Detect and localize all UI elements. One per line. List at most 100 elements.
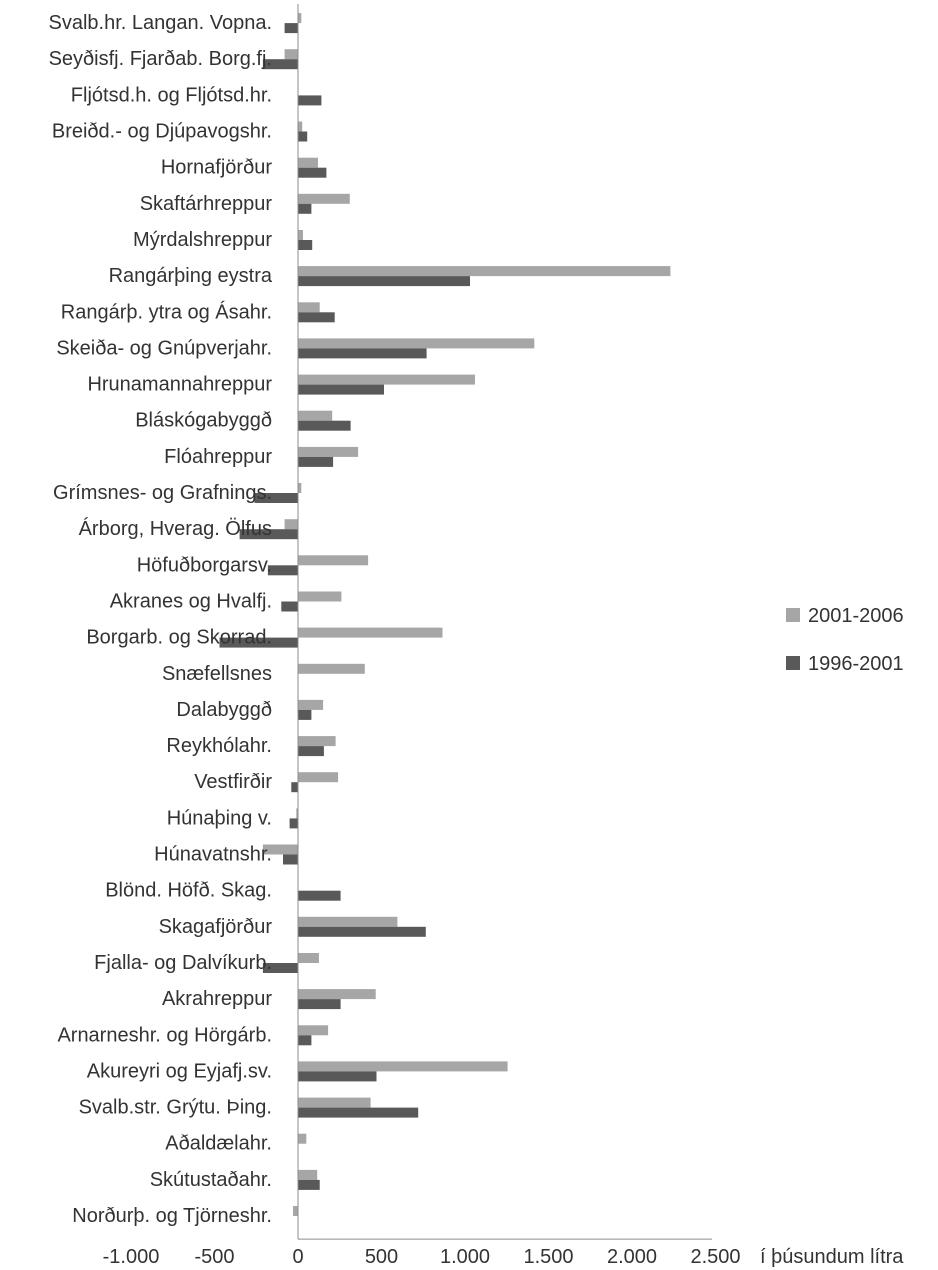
bar-1996-2001-1: [262, 59, 298, 70]
bar-1996-2001-29: [298, 1071, 377, 1082]
bar-2001-2006-10: [298, 374, 475, 385]
category-label: Akrahreppur: [162, 988, 272, 1010]
bar-2001-2006-31: [298, 1133, 307, 1144]
bar-1996-2001-3: [298, 131, 308, 142]
category-label: Borgarb. og Skorrad.: [86, 627, 272, 649]
bar-2001-2006-12: [298, 446, 359, 457]
x-tick-label: 2.500: [690, 1246, 740, 1268]
bar-2001-2006-33: [293, 1206, 298, 1216]
category-label: Flóahreppur: [164, 446, 272, 468]
category-label: Seyðisfj. Fjarðab. Borg.fj.: [49, 48, 272, 70]
category-label: Skagafjörður: [159, 916, 273, 938]
bar-1996-2001-27: [298, 999, 341, 1010]
category-label: Fljótsd.h. og Fljótsd.hr.: [71, 84, 272, 106]
bar-2001-2006-9: [298, 338, 535, 349]
bar-1996-2001-21: [291, 782, 298, 793]
category-label: Svalb.hr. Langan. Vopna.: [48, 12, 272, 34]
category-label: Dalabyggð: [176, 699, 272, 721]
bar-2001-2006-32: [298, 1169, 318, 1180]
x-tick-label: 1.000: [440, 1246, 490, 1268]
bar-2001-2006-27: [298, 989, 376, 1000]
category-label: Aðaldælahr.: [165, 1133, 272, 1155]
x-tick-label: 500: [365, 1246, 398, 1268]
bar-1996-2001-9: [298, 348, 427, 359]
category-label: Blönd. Höfð. Skag.: [105, 880, 272, 902]
category-label: Norðurþ. og Tjörneshr.: [72, 1205, 272, 1227]
category-label: Skútustaðahr.: [150, 1169, 272, 1191]
bar-1996-2001-13: [254, 493, 298, 503]
legend-swatch-1996-2001: [786, 656, 800, 670]
bar-2001-2006-28: [298, 1025, 329, 1036]
category-label: Hrunamannahreppur: [87, 374, 272, 396]
bar-1996-2001-8: [298, 312, 335, 323]
bar-1996-2001-4: [298, 167, 327, 178]
category-label: Arnarneshr. og Hörgárb.: [57, 1024, 272, 1046]
category-label: Mýrdalshreppur: [133, 229, 272, 251]
category-label: Akranes og Hvalfj.: [110, 591, 272, 613]
bar-1996-2001-5: [298, 203, 312, 214]
bar-1996-2001-17: [219, 637, 298, 648]
x-tick-label: 1.500: [523, 1246, 573, 1268]
bar-2001-2006-1: [284, 49, 298, 60]
bar-2001-2006-18: [298, 663, 365, 674]
category-label: Skaftárhreppur: [140, 193, 273, 215]
category-label: Grímsnes- og Grafnings.: [53, 482, 272, 504]
bar-1996-2001-24: [298, 890, 341, 901]
bar-1996-2001-20: [298, 746, 324, 757]
bar-1996-2001-2: [298, 95, 322, 106]
bar-2001-2006-26: [298, 953, 319, 963]
category-label: Breiðd.- og Djúpavogshr.: [52, 121, 272, 143]
bar-1996-2001-16: [281, 601, 298, 612]
bar-2001-2006-29: [298, 1061, 508, 1072]
bar-1996-2001-7: [298, 276, 470, 287]
bar-2001-2006-8: [298, 302, 320, 313]
bar-2001-2006-22: [296, 808, 298, 819]
bar-1996-2001-23: [283, 854, 298, 865]
bar-2001-2006-6: [298, 230, 303, 240]
legend-label-2001-2006: 2001-2006: [808, 605, 904, 627]
bar-1996-2001-32: [298, 1179, 320, 1190]
category-labels: Svalb.hr. Langan. Vopna. Seyðisfj. Fjarða…: [48, 12, 272, 1227]
bar-1996-2001-10: [298, 384, 384, 395]
legend-label-1996-2001: 1996-2001: [808, 653, 904, 675]
legend-swatch-2001-2006: [786, 608, 800, 622]
bar-1996-2001-28: [298, 1035, 312, 1046]
bar-2001-2006-20: [298, 736, 336, 747]
bar-2001-2006-25: [298, 916, 398, 927]
category-label: Vestfirðir: [194, 771, 272, 793]
bar-1996-2001-11: [298, 420, 351, 431]
bar-1996-2001-12: [298, 456, 334, 467]
category-label: Höfuðborgarsv.: [137, 554, 272, 576]
bar-1996-2001-0: [284, 23, 298, 34]
bar-2001-2006-0: [298, 13, 302, 24]
bar-2001-2006-3: [298, 121, 303, 132]
category-label: Snæfellsnes: [162, 663, 272, 685]
category-label: Bláskógabyggð: [135, 410, 272, 432]
bar-2001-2006-7: [298, 266, 671, 277]
bar-2001-2006-17: [298, 627, 443, 638]
bar-2001-2006-30: [298, 1097, 371, 1108]
axis-layer: [297, 4, 712, 1240]
bar-1996-2001-30: [298, 1107, 419, 1118]
bar-1996-2001-22: [289, 818, 298, 829]
category-label: Árborg, Hverag. Ölfus: [79, 517, 272, 540]
bar-2001-2006-23: [262, 844, 298, 855]
bar-1996-2001-25: [298, 926, 426, 937]
category-label: Rangárþing eystra: [109, 265, 273, 287]
x-tick-label: -1.000: [103, 1246, 160, 1268]
category-label: Rangárþ. ytra og Ásahr.: [61, 300, 272, 323]
bar-2001-2006-19: [298, 699, 324, 710]
category-label: Hornafjörður: [161, 157, 273, 179]
x-axis-unit-label: í þúsundum lítra: [760, 1246, 904, 1268]
legend: 2001-2006 1996-2001: [786, 605, 904, 675]
category-label: Fjalla- og Dalvíkurb.: [94, 952, 272, 974]
bar-2001-2006-21: [298, 772, 339, 783]
bar-1996-2001-26: [262, 963, 298, 973]
x-tick-label: -500: [194, 1246, 234, 1268]
x-tick-label: 2.000: [607, 1246, 657, 1268]
category-label: Húnaþing v.: [167, 807, 272, 829]
bar-2001-2006-13: [298, 483, 302, 493]
category-label: Reykhólahr.: [166, 735, 272, 757]
